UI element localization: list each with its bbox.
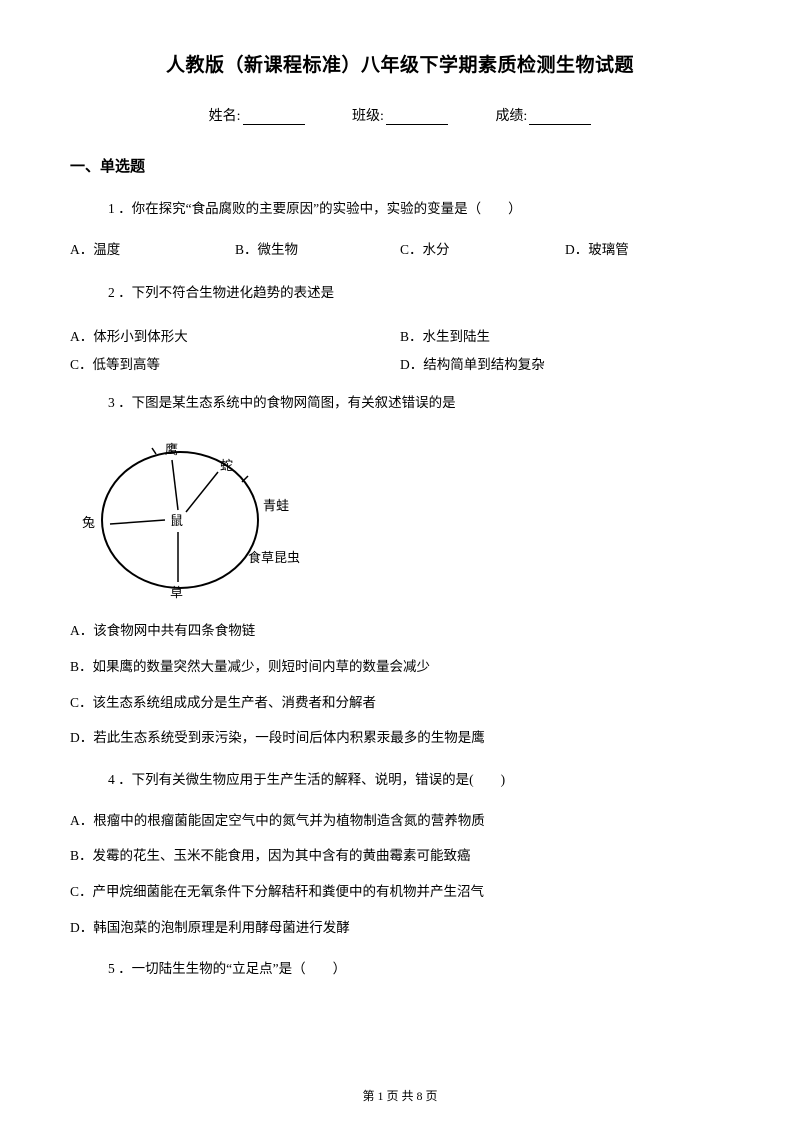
node-qingwa: 青蛙: [263, 498, 289, 513]
q5-stem: 5 ．一切陆生生物的“立足点”是（ ）: [70, 958, 730, 981]
node-she: 蛇: [220, 458, 233, 473]
q3-opt-a: A．该食物网中共有四条食物链: [70, 620, 730, 642]
q2-stem: 2 ．下列不符合生物进化趋势的表述是: [70, 282, 730, 305]
score-label: 成绩:: [495, 109, 527, 124]
node-shicaokunchong: 食草昆虫: [248, 550, 300, 565]
q1-stem: 1 ．你在探究“食品腐败的主要原因”的实验中，实验的变量是（ ）: [70, 198, 730, 221]
student-info-line: 姓名: 班级: 成绩:: [70, 105, 730, 125]
q2-opt-a: A．体形小到体形大: [70, 323, 400, 351]
food-web-diagram: 鹰 蛇 青蛙 食草昆虫 草 兔 鼠: [70, 432, 730, 602]
q1-opt-b: B．微生物: [235, 239, 400, 262]
q1-opt-c: C．水分: [400, 239, 565, 262]
q1-options: A．温度 B．微生物 C．水分 D．玻璃管: [70, 239, 730, 262]
footer-suffix: 页: [423, 1089, 438, 1103]
q2-opt-c: C．低等到高等: [70, 351, 400, 379]
node-tu: 兔: [82, 515, 95, 530]
q4-opt-c: C．产甲烷细菌能在无氧条件下分解秸秆和粪便中的有机物并产生沼气: [70, 881, 730, 903]
page-footer: 第 1 页 共 8 页: [0, 1087, 800, 1104]
q2-opt-d: D．结构简单到结构复杂: [400, 351, 730, 379]
q3-opt-c: C．该生态系统组成成分是生产者、消费者和分解者: [70, 692, 730, 714]
q3-stem: 3 ．下图是某生态系统中的食物网简图，有关叙述错误的是: [70, 392, 730, 415]
class-blank: [386, 111, 448, 125]
section-heading: 一、单选题: [70, 155, 730, 176]
q4-stem: 4 ．下列有关微生物应用于生产生活的解释、说明，错误的是( ): [70, 769, 730, 792]
q1-opt-d: D．玻璃管: [565, 239, 730, 262]
q4-opt-a: A．根瘤中的根瘤菌能固定空气中的氮气并为植物制造含氮的营养物质: [70, 810, 730, 832]
name-label: 姓名:: [209, 109, 241, 124]
score-blank: [529, 111, 591, 125]
q4-opt-d: D．韩国泡菜的泡制原理是利用酵母菌进行发酵: [70, 917, 730, 939]
q3-opt-b: B．如果鹰的数量突然大量减少，则短时间内草的数量会减少: [70, 656, 730, 678]
q3-opt-d: D．若此生态系统受到汞污染，一段时间后体内积累汞最多的生物是鹰: [70, 727, 730, 749]
q2-options: A．体形小到体形大 B．水生到陆生 C．低等到高等 D．结构简单到结构复杂: [70, 323, 730, 380]
q1-opt-a: A．温度: [70, 239, 235, 262]
node-cao: 草: [170, 585, 183, 600]
q4-opt-b: B．发霉的花生、玉米不能食用，因为其中含有的黄曲霉素可能致癌: [70, 845, 730, 867]
footer-mid: 页 共: [383, 1089, 416, 1103]
footer-prefix: 第: [362, 1089, 377, 1103]
q2-opt-b: B．水生到陆生: [400, 323, 730, 351]
name-blank: [243, 111, 305, 125]
class-label: 班级:: [352, 109, 384, 124]
node-shu: 鼠: [170, 513, 183, 528]
node-ying: 鹰: [165, 442, 178, 457]
page-title: 人教版（新课程标准）八年级下学期素质检测生物试题: [70, 50, 730, 77]
